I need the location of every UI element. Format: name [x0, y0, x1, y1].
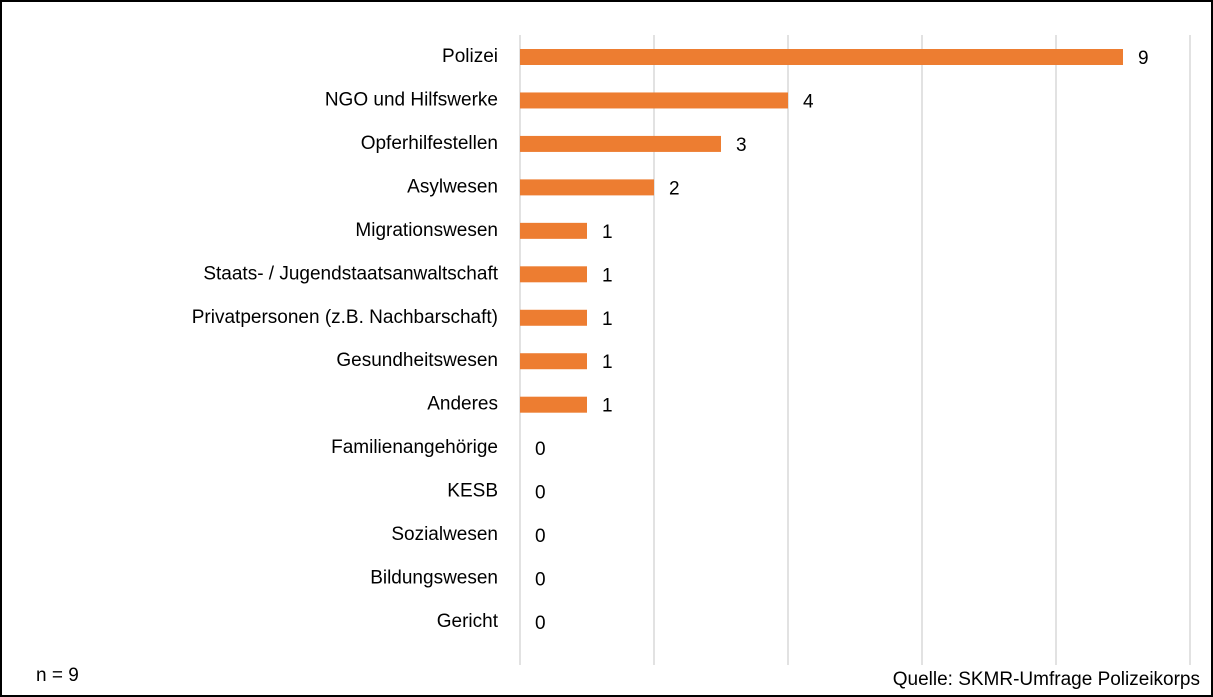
value-label: 9	[1138, 48, 1149, 69]
category-label: Anderes	[427, 394, 498, 415]
value-label: 0	[535, 613, 546, 634]
bar	[520, 353, 587, 370]
value-label: 1	[602, 309, 613, 330]
category-label: Staats- / Jugendstaatsanwaltschaft	[203, 263, 498, 284]
value-label: 1	[602, 396, 613, 417]
category-label: Polizei	[442, 46, 498, 67]
bar	[520, 309, 587, 326]
value-label: 3	[736, 135, 747, 156]
category-label: Sozialwesen	[391, 524, 498, 545]
bar	[520, 179, 654, 196]
category-label: Gesundheitswesen	[336, 350, 498, 371]
category-label: Gericht	[437, 611, 499, 632]
value-label: 0	[535, 483, 546, 504]
category-label: Familienangehörige	[331, 437, 498, 458]
category-label: Migrationswesen	[355, 220, 498, 241]
bar	[520, 222, 587, 239]
bar	[520, 396, 587, 413]
bar	[520, 49, 1123, 65]
value-label: 1	[602, 222, 613, 243]
bar	[520, 92, 788, 109]
value-label: 0	[535, 570, 546, 591]
value-label: 4	[803, 91, 814, 112]
category-label: NGO und Hilfswerke	[325, 89, 498, 110]
category-label: Opferhilfestellen	[361, 133, 498, 154]
value-label: 1	[602, 265, 613, 286]
category-label: Privatpersonen (z.B. Nachbarschaft)	[192, 307, 498, 328]
value-label: 0	[535, 526, 546, 547]
value-label: 1	[602, 352, 613, 373]
value-label: 0	[535, 439, 546, 460]
value-label: 2	[669, 178, 680, 199]
sample-note: n = 9	[36, 665, 79, 686]
category-label: Bildungswesen	[370, 568, 498, 589]
category-label: KESB	[447, 481, 498, 502]
bar	[520, 135, 721, 152]
bar	[520, 266, 587, 283]
category-label: Asylwesen	[407, 176, 498, 197]
source-note: Quelle: SKMR-Umfrage Polizeikorps	[893, 669, 1200, 690]
